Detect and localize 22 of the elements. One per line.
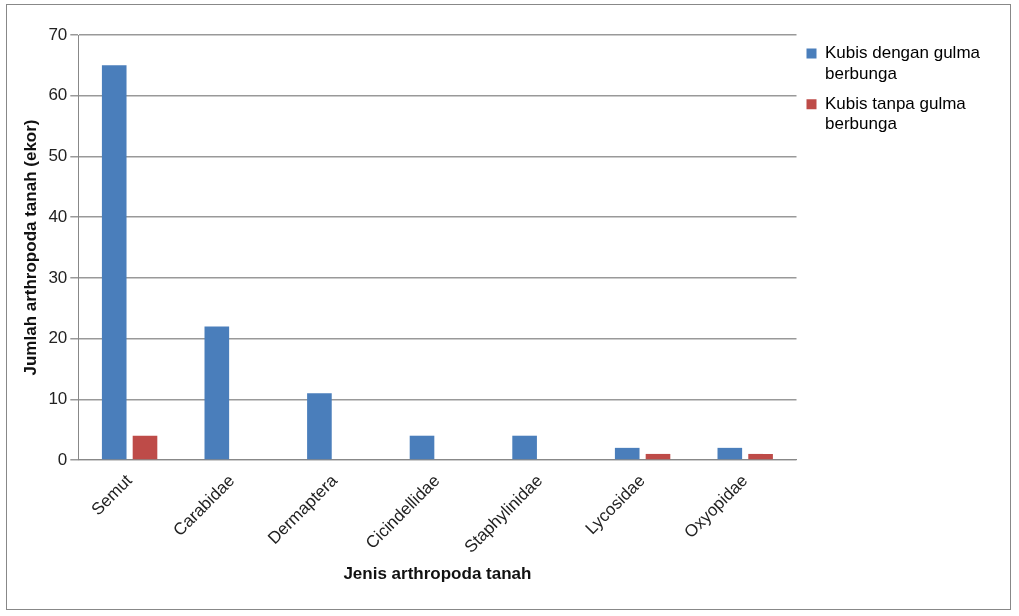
y-axis-title: Jumlah arthropoda tanah (ekor) bbox=[20, 119, 40, 376]
bar bbox=[409, 435, 435, 460]
bar bbox=[512, 435, 537, 460]
bar bbox=[307, 393, 332, 460]
y-tick-label: 10 bbox=[48, 388, 68, 408]
legend-label: Kubis dengan gulma berbunga bbox=[825, 43, 981, 83]
x-axis-title: Jenis arthropoda tanah bbox=[343, 564, 532, 584]
bar bbox=[614, 447, 640, 460]
y-tick-label: 60 bbox=[48, 85, 68, 105]
bar bbox=[748, 453, 773, 460]
bar bbox=[717, 447, 743, 460]
bar bbox=[204, 326, 230, 460]
bar bbox=[645, 453, 671, 460]
y-tick-label: 30 bbox=[48, 267, 68, 287]
y-tick-label: 0 bbox=[57, 449, 68, 469]
y-tick-label: 50 bbox=[48, 146, 68, 166]
bar bbox=[132, 435, 158, 460]
bar bbox=[101, 65, 127, 460]
y-tick-label: 20 bbox=[48, 328, 68, 348]
y-tick-label: 70 bbox=[48, 24, 68, 44]
legend-label: Kubis tanpa gulma berbunga bbox=[825, 93, 967, 134]
y-tick-label: 40 bbox=[48, 206, 68, 226]
